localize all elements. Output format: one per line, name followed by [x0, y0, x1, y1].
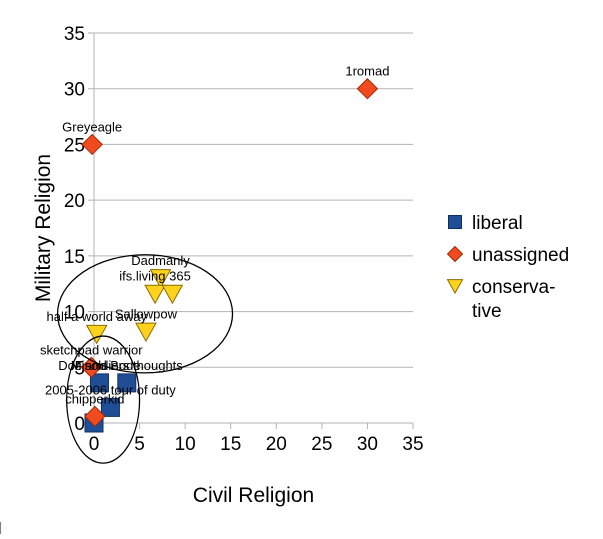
legend-label: unassigned — [472, 245, 569, 266]
point-label: Greyeagle — [62, 119, 122, 134]
y-tick-label: 15 — [64, 247, 85, 268]
data-point-diamond — [81, 133, 103, 156]
legend-label: liberal — [472, 213, 523, 234]
data-point-square — [89, 373, 109, 393]
y-tick-label: 0 — [74, 414, 85, 435]
annotations — [56, 254, 234, 464]
point-label: Doc and Bode — [58, 358, 140, 373]
y-tick-label: 10 — [64, 303, 85, 324]
x-tick-label: 5 — [134, 434, 145, 455]
data-point-triangle-down — [161, 284, 184, 305]
y-tick-label: 5 — [74, 358, 85, 379]
point-label: ifs.living 365 — [119, 269, 191, 284]
y-tick-label: 25 — [64, 135, 85, 156]
point-label: sketchpad warrior — [40, 342, 143, 357]
legend: liberal unassigned conserva-tive — [446, 213, 569, 322]
y-tick-label: 20 — [64, 191, 85, 212]
annotation-ellipse — [66, 335, 141, 464]
data-point-triangle-down — [135, 322, 157, 343]
data-point-triangle-down — [85, 324, 108, 345]
data-point-square — [117, 373, 137, 393]
axes: 0 5 10 15 20 25 30 35 0 5 10 15 20 25 30 35 Civil Religi… — [32, 24, 424, 507]
point-label: 1romad — [345, 64, 389, 79]
x-tick-label: 10 — [175, 434, 196, 455]
point-label: chipperkid — [65, 391, 124, 406]
legend-marker — [448, 215, 462, 229]
point-label: 2005-2006 tour of duty — [45, 382, 176, 397]
x-tick-label: 0 — [89, 434, 100, 455]
data-point-diamond — [356, 78, 379, 100]
data-points — [80, 78, 379, 433]
data-point-triangle-down — [149, 269, 172, 289]
x-tick-label: 35 — [402, 434, 423, 455]
legend-label: conserva- — [472, 277, 555, 298]
x-tick-label: 30 — [357, 434, 378, 455]
point-label: Sallowpow — [115, 307, 178, 322]
x-tick-label: 15 — [220, 434, 241, 455]
y-axis-title: Military Religion — [32, 154, 55, 302]
data-point-triangle-down — [144, 284, 166, 305]
x-tick-label: 20 — [266, 434, 287, 455]
y-tick-label: 30 — [64, 80, 85, 101]
y-tick-label: 35 — [64, 24, 85, 45]
x-tick-label: 25 — [311, 434, 332, 455]
annotation-ellipse — [56, 254, 234, 374]
legend-label: tive — [472, 301, 502, 322]
data-point-diamond — [84, 405, 106, 428]
x-axis-title: Civil Religion — [193, 484, 314, 507]
point-label: Dadmanly — [131, 253, 190, 268]
point-label: Misoldiers thoughts — [71, 358, 183, 373]
legend-marker — [446, 279, 464, 295]
legend-marker — [446, 245, 464, 263]
point-label: half a world away — [47, 309, 148, 324]
data-point-square — [100, 397, 120, 417]
